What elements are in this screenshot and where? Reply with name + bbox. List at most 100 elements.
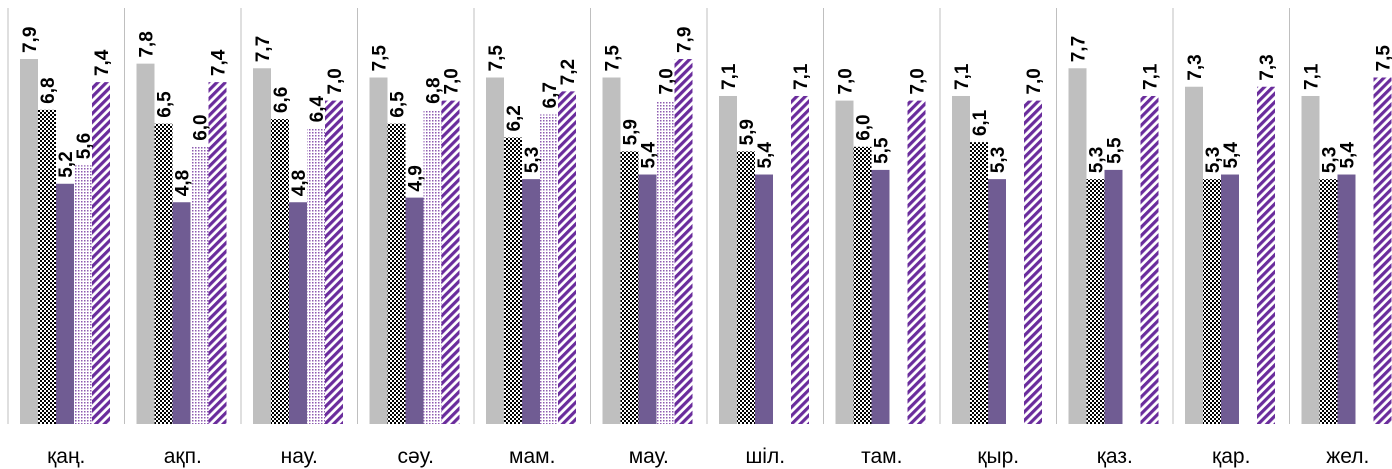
data-label: 5,5: [1105, 137, 1126, 164]
bar-series-2: [1086, 179, 1105, 424]
bar-series-5: [791, 95, 809, 424]
bar-series-1: [253, 68, 271, 424]
bar-series-3: [289, 202, 307, 424]
data-label: 5,5: [872, 137, 893, 164]
bar-series-2: [1203, 179, 1221, 424]
data-label: 7,7: [1069, 36, 1090, 62]
bar-series-3: [1104, 169, 1123, 424]
data-label: 5,3: [1087, 147, 1108, 173]
data-label: 6,7: [540, 82, 561, 108]
data-label: 7,8: [137, 31, 158, 57]
category-tick-label: ақп.: [164, 445, 202, 468]
data-label: 6,4: [307, 95, 328, 122]
data-label: 7,0: [442, 68, 463, 94]
bar-series-3: [56, 183, 74, 424]
bar-series-5: [1373, 77, 1392, 424]
bar-series-3: [988, 179, 1006, 424]
data-label: 7,2: [558, 59, 579, 85]
data-label: 7,5: [486, 45, 507, 72]
bar-series-5: [208, 82, 227, 425]
data-label: 7,1: [791, 63, 812, 90]
category-tick-label: мам.: [509, 445, 555, 468]
bar-series-5: [325, 100, 343, 424]
bar-series-1: [1068, 68, 1087, 424]
data-label: 7,0: [1024, 68, 1045, 94]
data-label: 7,4: [209, 49, 230, 76]
category-tick-label: жел.: [1326, 445, 1369, 468]
category-tick-label: там.: [861, 445, 902, 468]
bar-series-2: [504, 137, 522, 424]
bar-series-1: [136, 63, 155, 424]
bar-series-2: [387, 123, 406, 424]
data-label: 5,9: [621, 119, 642, 145]
data-label: 7,3: [1185, 54, 1206, 80]
bar-series-2: [1319, 179, 1338, 424]
bar-series-5: [1024, 100, 1042, 424]
data-label: 7,1: [1302, 63, 1323, 90]
bar-series-4: [307, 128, 325, 424]
category-tick-label: шіл.: [745, 445, 785, 468]
data-label: 7,5: [603, 45, 624, 72]
data-label: 7,1: [952, 63, 973, 90]
bar-series-1: [1185, 86, 1203, 425]
category-tick-label: нау.: [281, 445, 318, 468]
bar-series-5: [907, 100, 926, 424]
bar-series-3: [405, 197, 424, 424]
bar-series-4: [74, 165, 92, 424]
bar-series-2: [737, 151, 755, 425]
data-label: 4,9: [406, 165, 427, 191]
data-label: 7,3: [1257, 54, 1278, 80]
bar-series-1: [602, 77, 621, 424]
category-tick-label: сәу.: [398, 445, 434, 468]
data-label: 4,8: [289, 170, 310, 196]
data-label: 7,5: [1374, 45, 1392, 72]
data-label: 6,1: [970, 109, 991, 136]
bar-series-1: [1301, 95, 1320, 424]
bar-series-4: [190, 146, 209, 425]
bar-series-2: [154, 123, 173, 424]
bar-series-2: [970, 142, 988, 424]
bar-series-3: [638, 174, 657, 424]
data-label: 5,9: [737, 119, 758, 145]
data-label: 5,3: [1203, 147, 1224, 173]
bar-series-4: [423, 109, 442, 424]
bar-series-5: [558, 91, 576, 425]
bar-series-3: [172, 202, 191, 424]
bar-series-2: [620, 151, 639, 425]
data-label: 7,9: [675, 27, 696, 53]
data-label: 7,1: [719, 63, 740, 90]
data-label: 6,0: [191, 114, 212, 140]
data-label: 6,8: [38, 77, 59, 103]
data-label: 5,3: [522, 147, 543, 173]
data-label: 4,8: [173, 170, 194, 196]
bar-series-3: [1221, 174, 1239, 424]
data-label: 5,6: [74, 133, 95, 159]
data-label: 5,3: [988, 147, 1009, 173]
data-label: 6,0: [854, 114, 875, 140]
category-tick-label: қар.: [1212, 445, 1250, 468]
data-label: 6,5: [388, 91, 409, 118]
category-tick-label: мау.: [629, 445, 669, 468]
bar-series-2: [853, 146, 872, 425]
category-tick-label: қыр.: [977, 445, 1019, 468]
bar-series-5: [1140, 95, 1159, 424]
bar-series-2: [38, 109, 56, 424]
bar-series-5: [92, 82, 110, 425]
bar-series-1: [369, 77, 388, 424]
data-label: 7,9: [20, 27, 41, 53]
data-label: 5,4: [1221, 142, 1242, 169]
bar-series-1: [835, 100, 854, 424]
bar-series-1: [952, 95, 970, 424]
bar-series-3: [1337, 174, 1356, 424]
bar-series-1: [719, 95, 737, 424]
bar-series-1: [486, 77, 504, 424]
data-label: 7,1: [1141, 63, 1162, 90]
data-label: 6,2: [504, 105, 525, 131]
data-label: 5,4: [639, 142, 660, 169]
data-label: 7,7: [253, 36, 274, 62]
data-label: 5,4: [755, 142, 776, 169]
data-label: 5,3: [1320, 147, 1341, 173]
bar-series-3: [522, 179, 540, 424]
bar-series-2: [271, 119, 289, 424]
